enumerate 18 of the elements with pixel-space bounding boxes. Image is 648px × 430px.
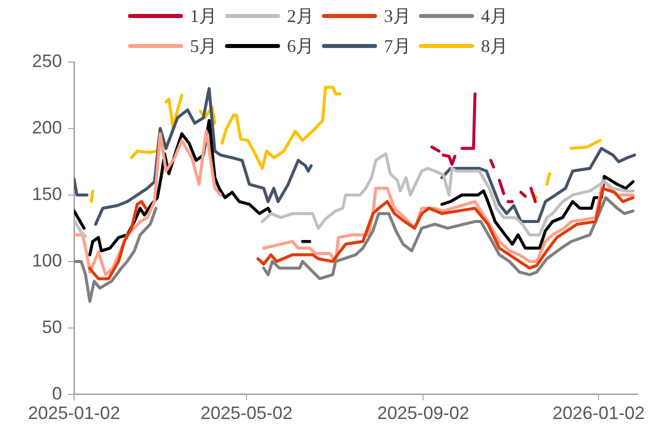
y-tick-label: 200 <box>32 117 62 138</box>
legend-label: 3月 <box>384 5 411 28</box>
legend-label: 1月 <box>190 5 217 28</box>
y-tick-label: 150 <box>32 184 62 204</box>
x-tick-label: 2025-01-02 <box>28 403 120 424</box>
x-tick-label: 2025-09-02 <box>377 403 470 424</box>
legend-label: 6月 <box>287 35 314 58</box>
x-tick-label: 2025-05-02 <box>200 403 293 424</box>
legend-label: 2月 <box>287 5 314 28</box>
y-tick-label: 100 <box>32 250 62 270</box>
x-tick-label: 2026-01-02 <box>552 403 645 424</box>
legend-label: 4月 <box>481 5 508 28</box>
legend-label: 5月 <box>190 35 217 58</box>
y-tick-label: 50 <box>42 316 62 337</box>
legend-label: 8月 <box>481 35 508 58</box>
legend-label: 7月 <box>384 35 411 58</box>
y-tick-label: 0 <box>52 383 62 404</box>
y-tick-label: 250 <box>32 50 62 71</box>
